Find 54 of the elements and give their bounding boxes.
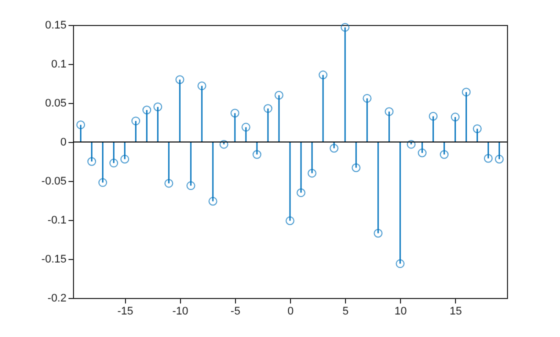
point [87,157,96,166]
y-tick-label: 0.1 [51,58,66,70]
point [164,178,174,188]
point [374,228,382,238]
x-tick-label: 15 [450,306,462,318]
point [296,188,306,198]
point [220,140,228,149]
point [472,124,482,134]
point [208,196,218,206]
point [318,70,328,80]
x-tick-label: 5 [342,306,349,318]
point [131,116,140,126]
point [252,150,262,159]
point [494,154,504,164]
y-tick-label: -0.05 [41,176,66,188]
point [120,154,130,164]
point [340,22,350,32]
point [362,94,372,103]
x-tick-label: -10 [172,306,188,318]
point [406,140,416,149]
point [142,106,152,114]
point [76,120,86,130]
y-tick-label: 0.15 [45,20,66,32]
point [153,102,162,112]
point [440,150,449,159]
y-tick-label: 0.05 [45,98,66,110]
point [242,122,250,132]
y-tick-label: 0 [60,136,66,148]
point [274,90,284,100]
x-tick-label: -15 [117,306,134,318]
point [175,75,184,84]
point [484,154,493,163]
point [264,104,272,113]
point [98,178,108,187]
y-tick-label: -0.2 [48,292,66,304]
x-tick-label: -5 [230,306,240,318]
point [109,158,118,168]
x-tick-label: 0 [287,306,294,318]
point [230,108,240,118]
point [462,88,471,96]
point [428,112,438,121]
point [418,148,427,158]
point [330,144,338,153]
point [198,81,206,90]
point [396,259,405,268]
point [286,216,294,226]
point [384,107,394,116]
x-tick-label: 10 [394,306,407,318]
point [308,168,316,178]
point [186,181,196,190]
point [352,163,360,172]
y-tick-label: -0.1 [48,214,66,226]
point [450,112,460,122]
y-tick-label: -0.15 [41,254,66,266]
